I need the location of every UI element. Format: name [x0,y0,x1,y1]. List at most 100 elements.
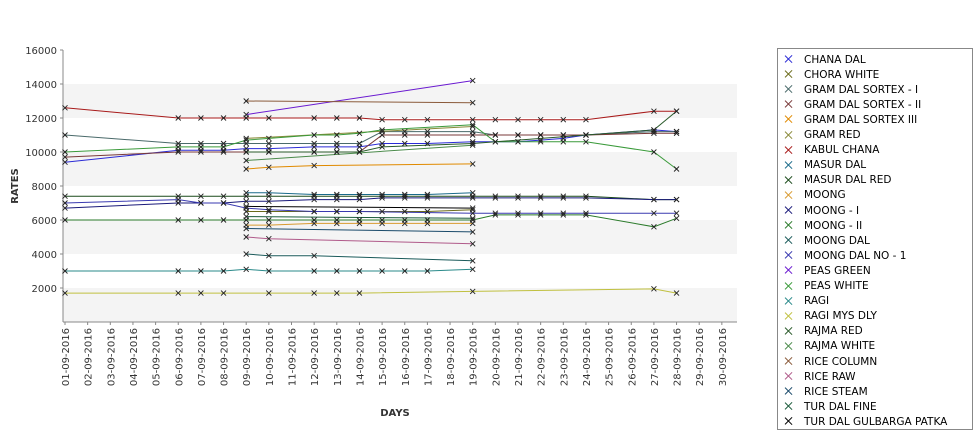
series-markers [62,77,680,296]
x-tick-label: 13-09-2016 [333,328,344,386]
data-point [243,266,250,273]
data-point [583,193,589,200]
data-point [560,210,567,217]
x-tick-label: 23-09-2016 [559,328,570,386]
legend-label: TUR DAL GULBARGA PATKA [804,415,948,428]
legend-marker-icon [782,191,796,200]
data-point [492,132,499,138]
series-line [64,197,677,209]
legend-item: MOONG [782,188,846,203]
legend-item: GRAM DAL SORTEX - I [782,82,918,97]
data-point [469,116,476,123]
x-tick-label: 10-09-2016 [265,328,276,386]
data-point [379,116,385,123]
x-tick-label: 22-09-2016 [537,328,548,386]
y-tick-label: 16000 [25,46,57,57]
data-point [651,196,657,203]
data-point [243,135,250,142]
data-point [198,217,204,223]
data-point [243,234,250,240]
data-point [651,149,657,155]
x-tick-label: 16-09-2016 [401,328,412,386]
data-point [401,217,408,223]
series-line [246,163,473,170]
data-point [266,268,272,274]
data-point [401,268,408,274]
data-point [266,252,272,259]
data-point [469,161,476,167]
data-point [492,116,499,123]
legend-item: RICE STEAM [782,384,868,399]
legend-label: KABUL CHANA [804,144,880,157]
data-point [492,212,499,218]
data-point [651,108,657,115]
x-tick-label: 03-09-2016 [106,328,117,386]
data-point [220,193,227,200]
legend-marker-icon [782,342,796,351]
y-tick-label: 2000 [32,284,57,295]
data-point [537,116,544,123]
data-point [175,196,182,203]
data-point [537,193,544,200]
data-point [424,132,431,138]
legend-item: RAJMA WHITE [782,339,875,354]
data-point [469,288,476,295]
grid-band [63,186,737,220]
data-point [424,217,431,223]
data-point [198,149,204,155]
x-tick-label: 25-09-2016 [605,328,616,386]
data-point [266,140,272,147]
data-point [175,268,182,274]
legend-item: MASUR DAL RED [782,173,892,188]
data-point [266,222,272,228]
x-tick-label: 07-09-2016 [197,328,208,386]
data-point [651,223,657,230]
data-point [673,130,680,137]
data-point [311,191,317,198]
data-point [469,193,476,200]
data-point [62,193,68,200]
data-point [424,193,431,200]
legend-marker-icon [782,297,796,306]
data-point [424,208,431,215]
data-point [560,212,567,218]
data-point [243,203,250,210]
y-tick-label: 14000 [25,80,57,91]
data-point [469,229,476,235]
legend-label: GRAM DAL SORTEX - I [804,83,919,96]
series-line [246,80,473,116]
legend-label: GRAM DAL SORTEX - II [804,98,922,111]
legend-marker-icon [782,55,796,64]
legend-item: MOONG DAL NO - 1 [782,248,906,263]
data-point [469,217,476,223]
legend-marker-icon [782,70,796,79]
data-point [537,195,544,201]
data-point [243,137,250,143]
legend-label: MOONG [804,189,846,202]
series-line [246,100,473,104]
legend-label: MASUR DAL RED [804,174,892,187]
data-point [266,149,272,155]
data-point [515,193,521,200]
data-point [175,149,182,155]
data-point [515,212,521,218]
data-point [243,98,250,104]
data-point [333,132,340,138]
data-point [311,132,317,138]
legend-label: RAJMA RED [804,325,863,338]
legend-item: RICE RAW [782,369,856,384]
legend-marker-icon [782,100,796,109]
data-point [311,290,317,296]
data-point [243,225,250,232]
legend-marker-icon [782,115,796,124]
data-point [401,116,408,123]
legend: CHANA DAL CHORA WHITE GRAM DAL SORTEX - I G… [777,48,973,430]
legend-item: RICE COLUMN [782,354,877,369]
x-tick-label: 20-09-2016 [491,328,502,386]
data-point [62,104,68,111]
data-point [515,210,521,217]
x-tick-label: 29-09-2016 [695,328,706,386]
data-point [379,132,385,138]
grid-band [63,288,737,322]
y-tick-label: 10000 [25,148,57,159]
